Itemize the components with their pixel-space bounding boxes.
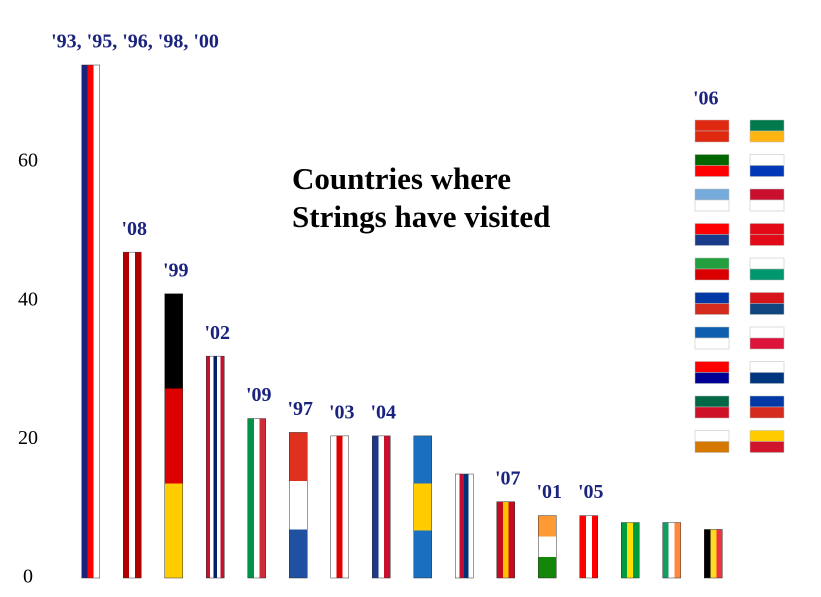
flag — [749, 292, 785, 304]
flag — [694, 223, 730, 235]
bar-label: '07 — [495, 467, 521, 489]
flag — [694, 188, 730, 201]
flag — [749, 303, 785, 315]
bar — [455, 473, 474, 579]
flag — [749, 199, 785, 212]
flag — [749, 395, 785, 408]
bar-label: '04 — [370, 401, 396, 423]
flag — [694, 199, 730, 212]
flag — [694, 119, 730, 132]
flag — [749, 165, 785, 177]
group-label: '06 — [693, 88, 719, 110]
flag — [749, 441, 785, 453]
y-tick-label: 60 — [18, 150, 38, 172]
bar — [621, 522, 640, 579]
flag — [694, 361, 730, 373]
bar — [372, 435, 391, 579]
bar — [330, 435, 349, 579]
flag-grid — [694, 119, 785, 453]
flag — [694, 165, 730, 177]
bar — [123, 251, 142, 579]
flag — [694, 406, 730, 419]
flag — [694, 292, 730, 304]
flag — [694, 430, 730, 442]
flag — [694, 268, 730, 281]
flag — [694, 441, 730, 453]
annotation-line: Countries where — [292, 161, 511, 196]
bar-label: '02 — [204, 322, 230, 344]
flag — [694, 337, 730, 350]
flag — [749, 119, 785, 132]
flag — [749, 234, 785, 246]
flag — [749, 223, 785, 235]
bar-label: '93, '95, '96, '98, '00 — [51, 31, 219, 53]
bar-label: '97 — [287, 398, 313, 420]
flag — [749, 326, 785, 339]
y-tick-label: 40 — [18, 288, 38, 310]
bar-label: '08 — [121, 218, 147, 240]
bar — [164, 293, 183, 579]
bar — [538, 515, 557, 579]
bar — [247, 418, 266, 579]
flag — [749, 268, 785, 281]
bar — [289, 432, 308, 579]
bar — [81, 64, 100, 579]
flag — [694, 372, 730, 384]
flag — [749, 188, 785, 201]
bar-label: '09 — [246, 384, 272, 406]
bar-label: '05 — [578, 481, 604, 503]
flag — [749, 430, 785, 442]
flag — [749, 406, 785, 419]
bar-label: '03 — [329, 401, 355, 423]
flag — [694, 257, 730, 270]
bar — [662, 522, 681, 579]
flag — [749, 154, 785, 166]
flag — [749, 257, 785, 270]
flag — [749, 372, 785, 384]
flag — [694, 395, 730, 408]
flag — [694, 303, 730, 315]
annotation-line: Strings have visited — [292, 199, 550, 234]
bar-label: '01 — [536, 481, 562, 503]
flag — [749, 337, 785, 350]
flag — [749, 130, 785, 143]
bar — [496, 501, 515, 579]
flag — [694, 234, 730, 246]
y-tick-label: 0 — [23, 566, 33, 588]
y-tick-label: 20 — [18, 427, 38, 449]
bar — [206, 355, 225, 579]
flag — [694, 326, 730, 339]
bar — [413, 435, 432, 579]
bar — [704, 529, 723, 579]
flag — [694, 154, 730, 166]
flag — [749, 361, 785, 373]
bar-label: '99 — [163, 259, 189, 281]
bar — [579, 515, 598, 579]
flag — [694, 130, 730, 143]
